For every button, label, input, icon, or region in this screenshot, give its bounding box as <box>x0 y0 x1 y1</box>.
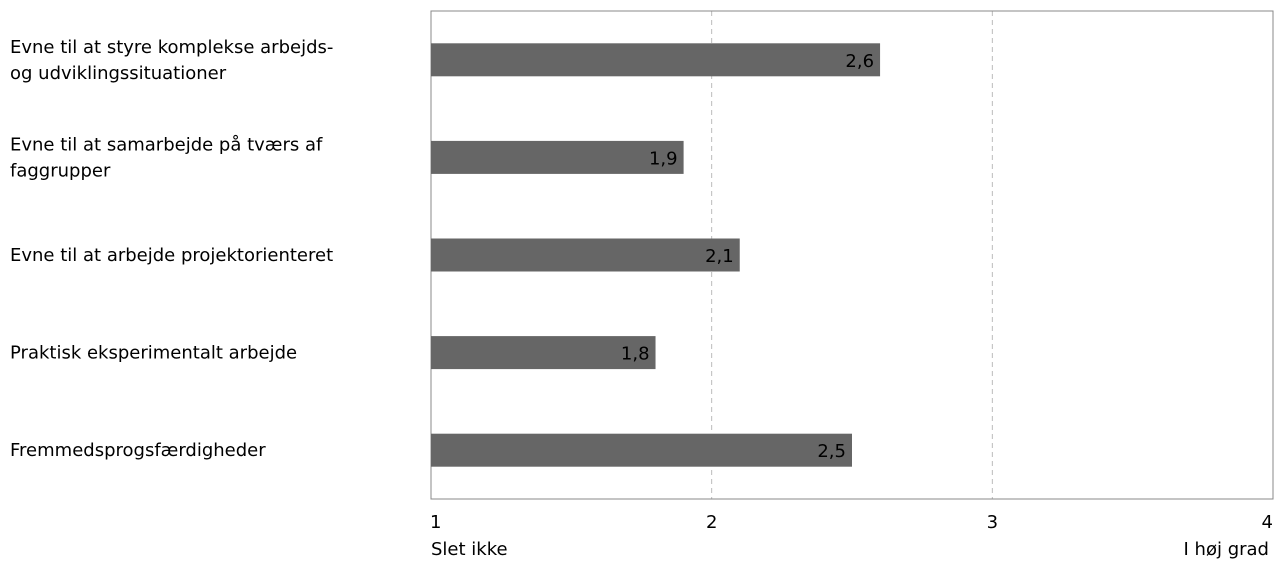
category-labels: Evne til at styre komplekse arbejds-og u… <box>10 37 333 461</box>
x-tick-label: 2 <box>706 512 717 533</box>
category-label: Evne til at samarbejde på tværs af faggru… <box>10 134 323 181</box>
data-label: 1,9 <box>649 148 678 169</box>
data-label: 2,5 <box>817 441 846 462</box>
bar <box>431 238 740 272</box>
bar <box>431 43 881 77</box>
x-end-label-left: Slet ikke <box>431 539 508 560</box>
category-label-line: Fremmedsprogsfærdigheder <box>10 440 266 461</box>
x-axis-ticks: 1 2 3 4 <box>430 512 1273 533</box>
bar <box>431 336 656 370</box>
category-label: Praktisk eksperimentalt arbejde <box>10 343 297 364</box>
x-tick-label: 4 <box>1262 512 1273 533</box>
category-label-line: Evne til at samarbejde på tværs af <box>10 134 323 155</box>
category-label: Fremmedsprogsfærdigheder <box>10 440 266 461</box>
category-label-line: Praktisk eksperimentalt arbejde <box>10 343 297 364</box>
category-label: Evne til at styre komplekse arbejds-og u… <box>10 37 333 84</box>
bar <box>431 433 852 467</box>
x-tick-label: 3 <box>987 512 998 533</box>
bars: 2,6 1,9 2,1 1,8 2,5 <box>431 43 881 467</box>
data-label: 2,6 <box>845 51 874 72</box>
category-label-line: og udviklingssituationer <box>10 63 227 84</box>
data-label: 2,1 <box>705 246 734 267</box>
x-end-label-right: I høj grad <box>1184 539 1269 560</box>
category-label: Evne til at arbejde projektorienteret <box>10 245 333 266</box>
category-label-line: Evne til at arbejde projektorienteret <box>10 245 333 266</box>
category-label-line: faggrupper <box>10 160 111 181</box>
x-tick-label: 1 <box>430 512 441 533</box>
data-label: 1,8 <box>621 344 650 365</box>
grid-lines <box>711 11 993 499</box>
category-label-line: Evne til at styre komplekse arbejds- <box>10 37 333 58</box>
bar <box>431 140 684 174</box>
